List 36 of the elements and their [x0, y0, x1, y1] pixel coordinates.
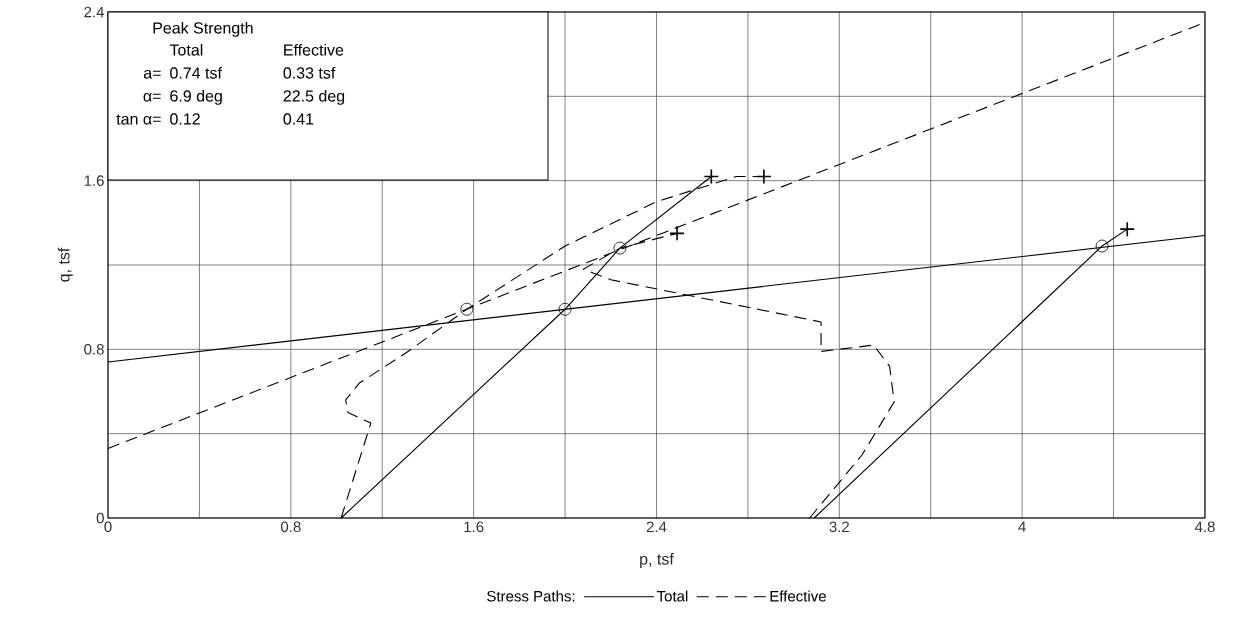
x-tick-label: 4.8 [1194, 521, 1215, 533]
x-tick-label: 2.4 [646, 521, 667, 533]
annotation: Effective [284, 43, 344, 56]
y-tick-label: 0.8 [84, 344, 104, 355]
point [1095, 239, 1109, 253]
point [669, 225, 685, 242]
annotation: a= [143, 69, 161, 79]
annotation: Peak Strength [153, 21, 253, 37]
y-tick-label: 0 [96, 512, 104, 524]
annotation: 0.12 [170, 113, 200, 125]
legend-title: Stress Paths: [487, 590, 575, 602]
x-tick-label: 1.6 [464, 521, 484, 533]
annotation: 0.33 tsf [283, 66, 336, 79]
x-tick-label: 4 [1018, 521, 1026, 532]
point [460, 302, 474, 316]
y-tick-label: 1.6 [84, 175, 104, 186]
x-tick-label: 3.2 [829, 521, 849, 533]
annotation: tan α= [116, 114, 161, 125]
point [613, 241, 627, 255]
point [703, 168, 720, 185]
point [756, 168, 772, 185]
annotation: 6.9 deg [170, 89, 222, 105]
y-axis-title: q, tsf [57, 247, 73, 282]
annotation: 0.74 tsf [170, 66, 222, 79]
annotation: 22.5 deg [283, 89, 345, 105]
legend-label: Effective [770, 590, 826, 602]
y-tick-label: 2.4 [84, 6, 105, 18]
annotation: 0.41 [283, 113, 314, 125]
x-tick-label: 0.8 [280, 521, 301, 533]
annotation: α= [143, 92, 161, 102]
annotation: Total [169, 43, 203, 56]
x-tick-label: 0 [104, 521, 112, 533]
point [558, 302, 572, 316]
point [1119, 221, 1136, 237]
legend-label: Total [656, 590, 688, 602]
x-axis-title: p, tsf [640, 553, 674, 568]
